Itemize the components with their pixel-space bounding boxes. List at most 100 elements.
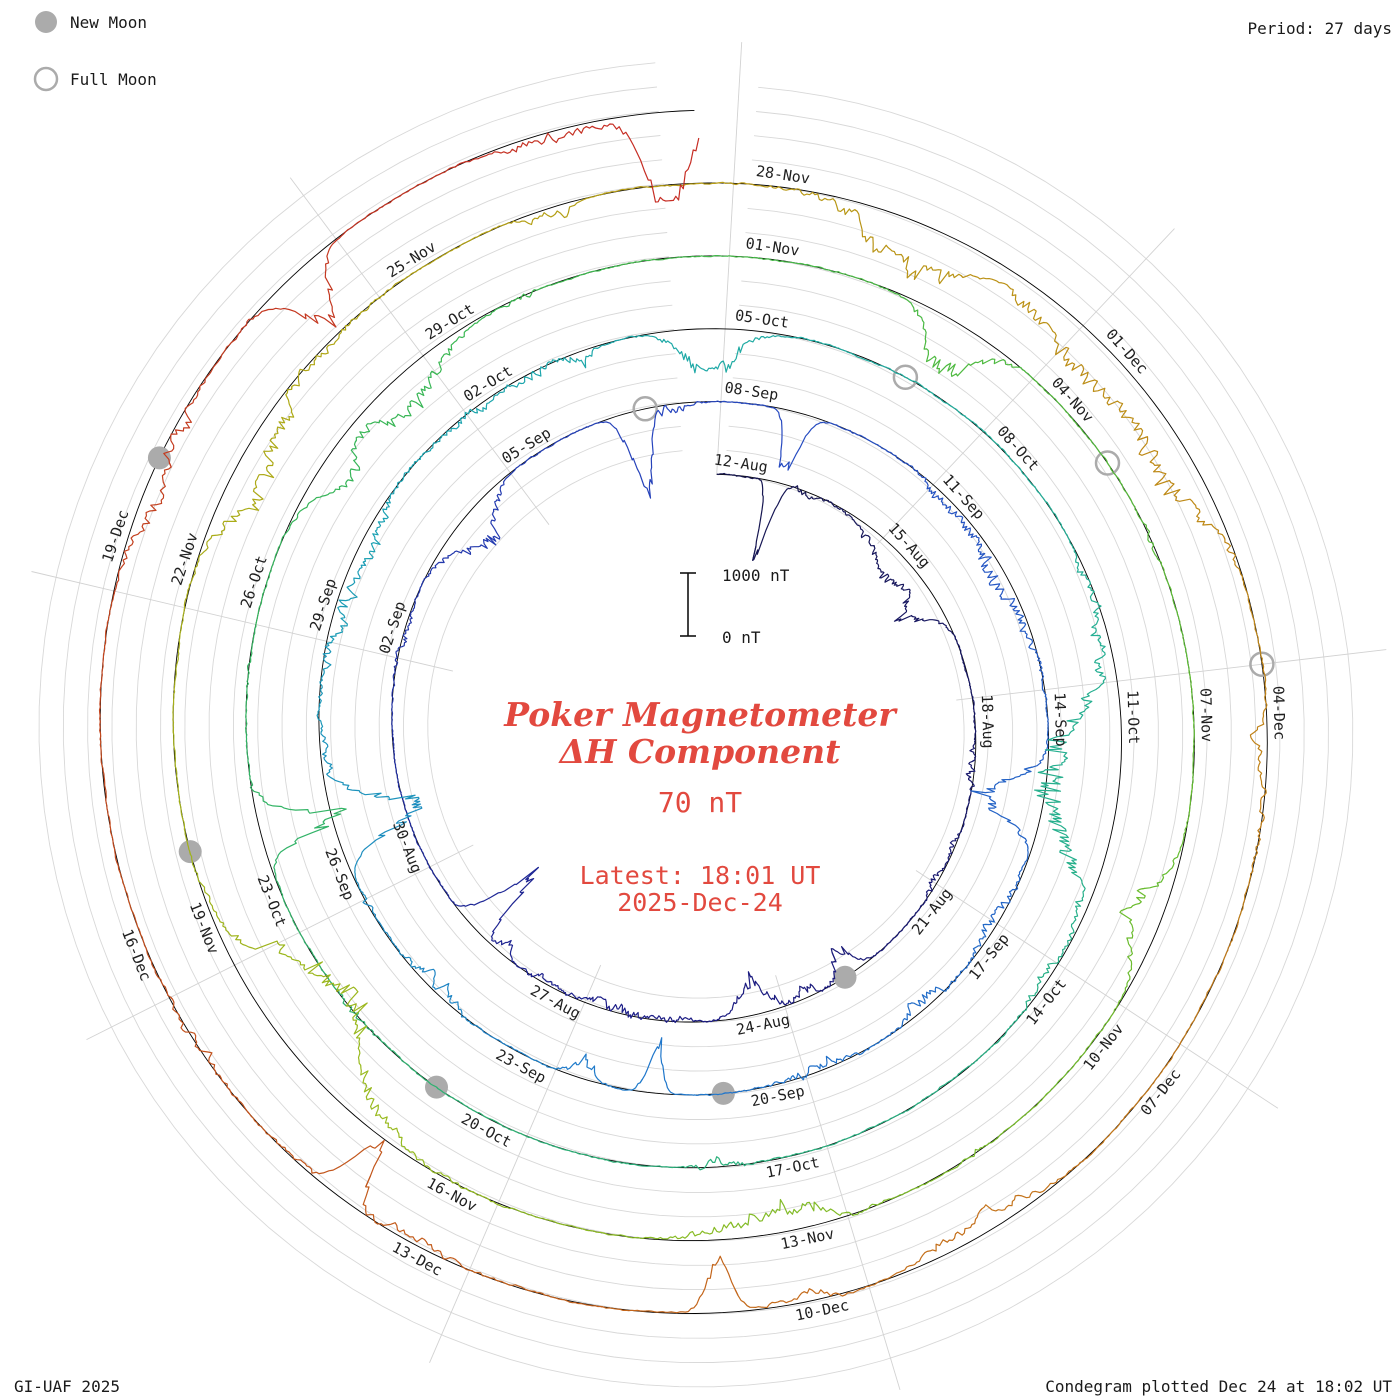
grid-ring bbox=[403, 425, 989, 1023]
trace-segment bbox=[172, 607, 186, 733]
grid-ring bbox=[378, 401, 1014, 1048]
grid-ring bbox=[62, 86, 1329, 1363]
trace-segment bbox=[604, 181, 734, 194]
trace-segment bbox=[854, 209, 964, 285]
trace-segment bbox=[923, 338, 1034, 380]
trace-segment bbox=[362, 479, 404, 563]
trace-segment bbox=[354, 370, 438, 443]
trace-segment bbox=[526, 1136, 628, 1165]
date-label: 18-Aug bbox=[978, 694, 998, 749]
grid-ring bbox=[281, 304, 1111, 1145]
latest-date-label: 2025-Dec-24 bbox=[617, 888, 783, 917]
trace-segment bbox=[651, 400, 722, 456]
trace-segment bbox=[497, 1204, 616, 1236]
trace-segment bbox=[1106, 460, 1162, 563]
trace-segment bbox=[391, 657, 399, 732]
trace-segment bbox=[1055, 346, 1148, 441]
trace-segment bbox=[639, 1037, 726, 1096]
trace-segment bbox=[1158, 560, 1190, 673]
trace-segment bbox=[830, 934, 898, 963]
trace-segment bbox=[118, 868, 174, 1000]
trace-segment bbox=[395, 588, 421, 660]
trace-segment bbox=[484, 192, 608, 234]
trace-segment bbox=[868, 1208, 983, 1287]
trace-segment bbox=[273, 819, 330, 935]
trace-segment bbox=[391, 730, 405, 803]
trace-segment bbox=[1137, 436, 1226, 540]
new-moon-marker bbox=[833, 965, 857, 989]
moon-legend: New Moon Full Moon bbox=[33, 11, 157, 92]
credit-label: GI-UAF 2025 bbox=[14, 1377, 120, 1396]
grid-spoke bbox=[956, 649, 1387, 701]
trace-segment bbox=[1034, 769, 1078, 865]
grid-ring bbox=[87, 110, 1305, 1339]
grid-spoke bbox=[775, 975, 901, 1391]
trace-segment bbox=[979, 1145, 1100, 1212]
trace-segment bbox=[479, 473, 512, 549]
grid-ring bbox=[208, 232, 1184, 1218]
baseline-spiral-layer bbox=[99, 109, 1268, 1314]
trace-segment bbox=[977, 544, 1021, 616]
trace-segment bbox=[320, 729, 420, 801]
trace-segment bbox=[1028, 688, 1049, 769]
trace-segment bbox=[946, 919, 995, 990]
trace-segment bbox=[719, 400, 783, 468]
trace-segment bbox=[1045, 1001, 1120, 1095]
trace-segment bbox=[436, 1086, 530, 1138]
trace-segment bbox=[730, 182, 858, 216]
trace-segment bbox=[491, 866, 539, 970]
trace-segment bbox=[316, 641, 332, 733]
trace-segment bbox=[431, 298, 517, 376]
trace-segment bbox=[903, 375, 984, 432]
trace-segment bbox=[1044, 680, 1105, 771]
date-label: 08-Sep bbox=[723, 378, 779, 404]
date-label: 14-Oct bbox=[1022, 975, 1070, 1029]
date-label: 13-Nov bbox=[779, 1225, 836, 1254]
trace-segment bbox=[455, 125, 596, 168]
trace-segment bbox=[572, 421, 654, 499]
trace-segment bbox=[600, 1255, 739, 1314]
full-moon-marker bbox=[632, 396, 658, 422]
trace-segment bbox=[326, 560, 367, 644]
grid-ring bbox=[427, 450, 965, 999]
period-label: Period: 27 days bbox=[1248, 19, 1393, 38]
trace-segment bbox=[625, 1156, 730, 1171]
legend-full-moon-label: Full Moon bbox=[70, 70, 157, 89]
trace-segment bbox=[721, 335, 819, 373]
trace-segment bbox=[245, 624, 257, 733]
scale-bar: 1000 nT 0 nT bbox=[680, 566, 790, 647]
trace-segment bbox=[718, 971, 787, 1020]
trace-segment bbox=[354, 797, 423, 903]
trace-segment bbox=[334, 164, 459, 243]
trace-segment bbox=[867, 439, 931, 490]
trace-segment bbox=[428, 866, 539, 907]
trace-segment bbox=[402, 800, 431, 869]
date-label: 05-Oct bbox=[734, 306, 790, 332]
trace-segment bbox=[963, 759, 976, 826]
trace-segment bbox=[291, 297, 381, 390]
trace-segment bbox=[926, 487, 982, 547]
trace-segment bbox=[716, 472, 764, 561]
trace-segment bbox=[617, 255, 730, 267]
grid-ring bbox=[160, 183, 1232, 1266]
trace-segment bbox=[353, 1019, 403, 1139]
trace-segment bbox=[969, 696, 977, 762]
date-label: 01-Nov bbox=[744, 234, 800, 260]
full-moon-marker bbox=[1249, 651, 1275, 677]
full-moon-icon bbox=[33, 66, 59, 92]
trace-segment bbox=[245, 730, 347, 823]
plotted-label: Condegram plotted Dec 24 at 18:02 UT bbox=[1045, 1377, 1392, 1396]
trace-segment bbox=[970, 766, 1034, 849]
trace-segment bbox=[734, 1284, 872, 1309]
trace-segment bbox=[613, 1221, 735, 1240]
trace-segment bbox=[1223, 536, 1264, 665]
date-label: 04-Dec bbox=[1269, 686, 1289, 741]
date-label: 14-Sep bbox=[1051, 692, 1071, 747]
trace-segment bbox=[170, 996, 250, 1115]
trace-segment bbox=[172, 730, 191, 855]
trace-segment bbox=[880, 986, 949, 1041]
trace-segment bbox=[981, 429, 1048, 504]
trace-segment bbox=[247, 1111, 385, 1188]
trace-segment bbox=[377, 231, 488, 300]
